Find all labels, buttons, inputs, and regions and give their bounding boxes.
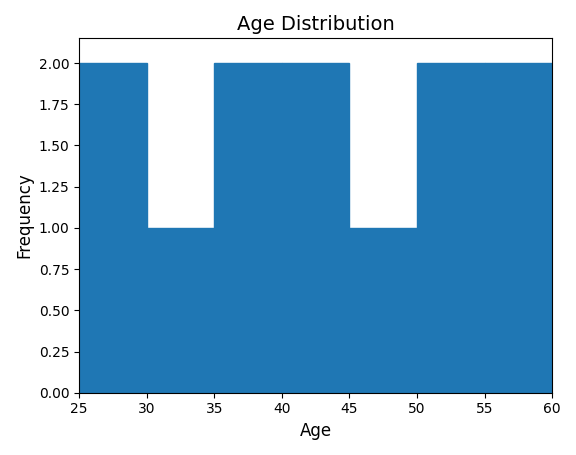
Y-axis label: Frequency: Frequency — [15, 172, 33, 258]
Title: Age Distribution: Age Distribution — [237, 15, 395, 34]
Bar — [417, 63, 484, 393]
Bar — [350, 228, 417, 393]
Bar — [214, 63, 282, 393]
Bar — [79, 63, 147, 393]
Bar — [484, 63, 552, 393]
Bar — [282, 63, 350, 393]
Bar — [147, 228, 214, 393]
X-axis label: Age: Age — [300, 422, 332, 440]
